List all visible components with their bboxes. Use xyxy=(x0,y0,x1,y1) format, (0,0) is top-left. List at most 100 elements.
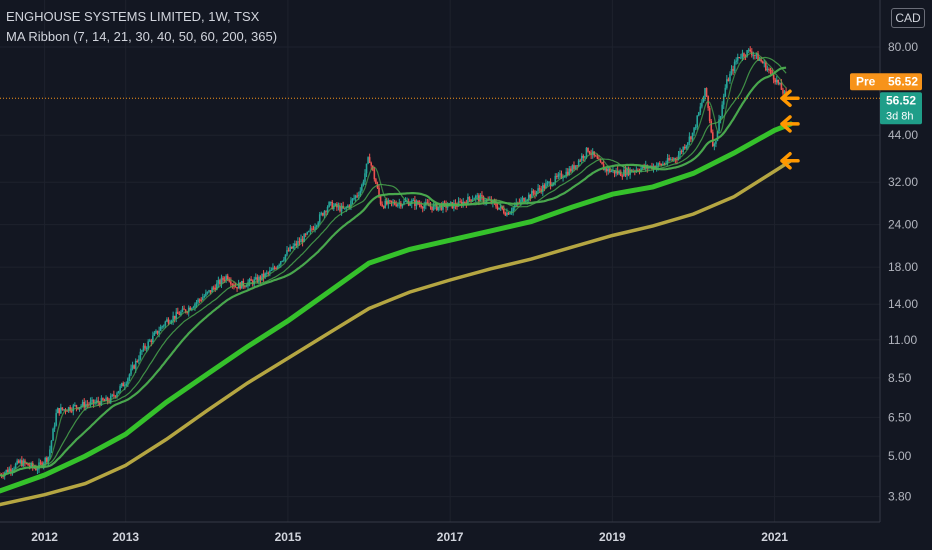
candle-body xyxy=(365,163,368,174)
candle-body xyxy=(490,199,493,204)
candle-body xyxy=(50,440,53,450)
candle-body xyxy=(766,68,769,71)
candle-body xyxy=(66,410,68,412)
candle-body xyxy=(765,62,767,71)
arrow-left-icon xyxy=(780,152,800,170)
candle-body xyxy=(699,106,702,113)
candle-body xyxy=(114,395,117,397)
bar-countdown: 3d 8h xyxy=(886,110,914,122)
candle-body xyxy=(598,158,600,160)
candle-body xyxy=(740,57,742,59)
candle-body xyxy=(145,347,148,349)
candle-body xyxy=(348,205,351,207)
candle-body xyxy=(426,202,429,204)
candle-body xyxy=(217,280,220,284)
candle-body xyxy=(211,287,213,293)
candle-body xyxy=(668,158,670,161)
candle-body xyxy=(548,181,550,183)
candle-body xyxy=(587,147,589,152)
candle-body xyxy=(99,402,101,406)
candle-body xyxy=(105,397,107,401)
grid xyxy=(0,0,880,522)
candle-body xyxy=(574,165,577,169)
time-axis[interactable]: 2012 2013 2015 2017 2019 2021 xyxy=(31,530,788,544)
candle-body xyxy=(181,308,184,312)
candle-body xyxy=(178,313,181,315)
candle-body xyxy=(267,272,270,274)
candle-body xyxy=(657,163,660,167)
candle-body xyxy=(470,199,472,202)
currency-button[interactable]: CAD xyxy=(891,8,925,28)
candle-body xyxy=(783,91,786,94)
candle-body xyxy=(761,61,764,64)
candle-body xyxy=(141,350,143,352)
candle-body xyxy=(27,463,29,466)
candle-body xyxy=(111,394,114,396)
candle-body xyxy=(250,279,252,281)
candle-body xyxy=(637,169,639,171)
candle-body xyxy=(119,386,121,391)
candle-body xyxy=(223,279,226,281)
candle-body xyxy=(373,169,376,180)
ma-line-7 xyxy=(0,52,787,477)
candle-body xyxy=(549,181,552,187)
price-axis[interactable]: 3.80 5.00 6.50 8.50 11.00 14.00 18.00 24.00 32.0… xyxy=(888,40,918,504)
candle-body xyxy=(624,169,627,176)
candle-body xyxy=(200,299,203,301)
pre-market-badge xyxy=(850,73,922,91)
candle-body xyxy=(209,290,212,293)
candle-body xyxy=(61,407,64,410)
candle-body xyxy=(395,204,397,207)
candle-body xyxy=(375,179,377,184)
candle-body xyxy=(351,198,354,201)
candle-body xyxy=(281,260,284,262)
candle-body xyxy=(615,170,617,174)
candle-body xyxy=(131,365,134,369)
candle-body xyxy=(565,171,567,177)
candle-body xyxy=(412,199,415,201)
price-tick-label: 8.50 xyxy=(888,371,912,385)
candle-body xyxy=(562,177,564,179)
candle-body xyxy=(749,49,752,52)
candle-body xyxy=(347,205,349,208)
candle-body xyxy=(504,213,507,216)
pre-market-label: Pre xyxy=(856,74,876,88)
candle-body xyxy=(70,410,73,412)
candle-body xyxy=(683,147,686,149)
candle-body xyxy=(35,467,37,471)
candle-body xyxy=(780,82,783,90)
candle-body xyxy=(729,73,731,82)
candle-body xyxy=(25,463,28,465)
candle-body xyxy=(595,155,597,157)
candle-body xyxy=(318,214,321,223)
price-tick-label: 80.00 xyxy=(888,40,918,54)
candle-body xyxy=(323,211,326,216)
candle-body xyxy=(694,127,697,129)
candle-body xyxy=(701,102,703,107)
candle-body xyxy=(56,408,59,414)
candle-body xyxy=(601,161,603,165)
candle-body xyxy=(364,173,366,182)
candle-body xyxy=(144,345,146,349)
price-tick-label: 24.00 xyxy=(888,218,918,232)
candle-body xyxy=(315,225,318,227)
candle-body xyxy=(384,200,387,208)
candle-body xyxy=(459,201,461,203)
indicator-legend[interactable]: MA Ribbon (7, 14, 21, 30, 40, 50, 60, 20… xyxy=(6,29,278,44)
candle-body xyxy=(446,206,449,208)
candle-body xyxy=(746,50,748,57)
candle-body xyxy=(660,163,663,166)
candle-body xyxy=(710,121,713,133)
candle-body xyxy=(306,231,309,235)
candle-body xyxy=(320,213,323,215)
candle-body xyxy=(81,401,84,406)
candle-body xyxy=(220,277,223,285)
candle-body xyxy=(106,397,109,402)
candle-body xyxy=(381,204,383,207)
candle-body xyxy=(752,54,755,56)
candle-body xyxy=(771,70,773,75)
candle-body xyxy=(702,97,705,103)
candle-body xyxy=(747,49,750,51)
candle-body xyxy=(502,209,505,214)
